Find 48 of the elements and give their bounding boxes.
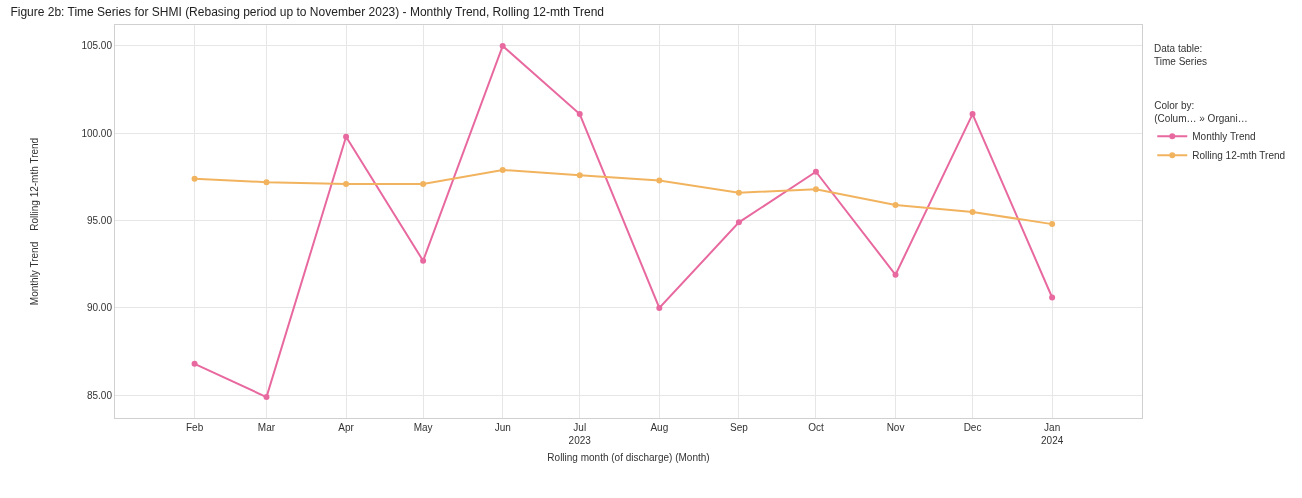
point (1049, 294, 1056, 301)
x-tick-label: Jul 2023 (568, 422, 592, 446)
point (812, 168, 819, 175)
point (735, 189, 742, 196)
x-tick-label: Mar (257, 422, 276, 433)
point (263, 179, 270, 186)
x-tick-label: Nov (886, 422, 905, 433)
point (969, 111, 976, 118)
point (499, 42, 506, 49)
point (576, 172, 583, 179)
point (343, 133, 350, 140)
chart-title: Figure 2b: Time Series for SHMI (Rebasing period up to November 2023) - Monthly Trend, Rolling 12-mth Trend (10, 4, 605, 19)
point (191, 175, 198, 182)
x-tick-label: Feb (185, 422, 204, 433)
y-tick-label: 105.00 (81, 40, 113, 52)
x-tick-label: Aug (650, 422, 669, 433)
point (969, 208, 976, 215)
point (263, 394, 270, 401)
point (576, 111, 583, 118)
x-tick-label: Apr (338, 422, 355, 433)
x-tick-label: May (413, 422, 433, 433)
y-tick-label: 100.00 (81, 127, 113, 139)
x-tick-label: Jun (494, 422, 511, 433)
point (499, 166, 506, 173)
point (812, 186, 819, 193)
point (343, 180, 350, 187)
x-tick-label: Jan 2024 (1041, 422, 1064, 446)
x-tick-label: Dec (963, 422, 982, 433)
point (656, 304, 663, 311)
y-tick-label: 85.00 (86, 389, 113, 401)
text: Data table: Time Series (1154, 43, 1207, 67)
point (892, 271, 899, 278)
legend-title: Color by: (Colum… » Organi… (1154, 99, 1248, 124)
point (420, 180, 427, 187)
point (420, 257, 427, 264)
y-tick-label: 95.00 (86, 215, 113, 227)
point (1049, 221, 1056, 228)
x-tick-label: Oct (808, 422, 824, 433)
point (892, 201, 899, 208)
legend-label: Rolling 12-mth Trend (1192, 150, 1286, 162)
y-axis-title: Monthly Trend Rolling 12-mth Trend (29, 137, 41, 306)
point (735, 219, 742, 226)
legend-label: Monthly Trend (1192, 131, 1256, 143)
x-axis-title: Rolling month (of discharge) (Month) (547, 451, 710, 463)
x-tick-label: Sep (730, 422, 749, 433)
y-tick-label: 90.00 (86, 302, 113, 314)
point (656, 177, 663, 184)
point (191, 360, 198, 367)
